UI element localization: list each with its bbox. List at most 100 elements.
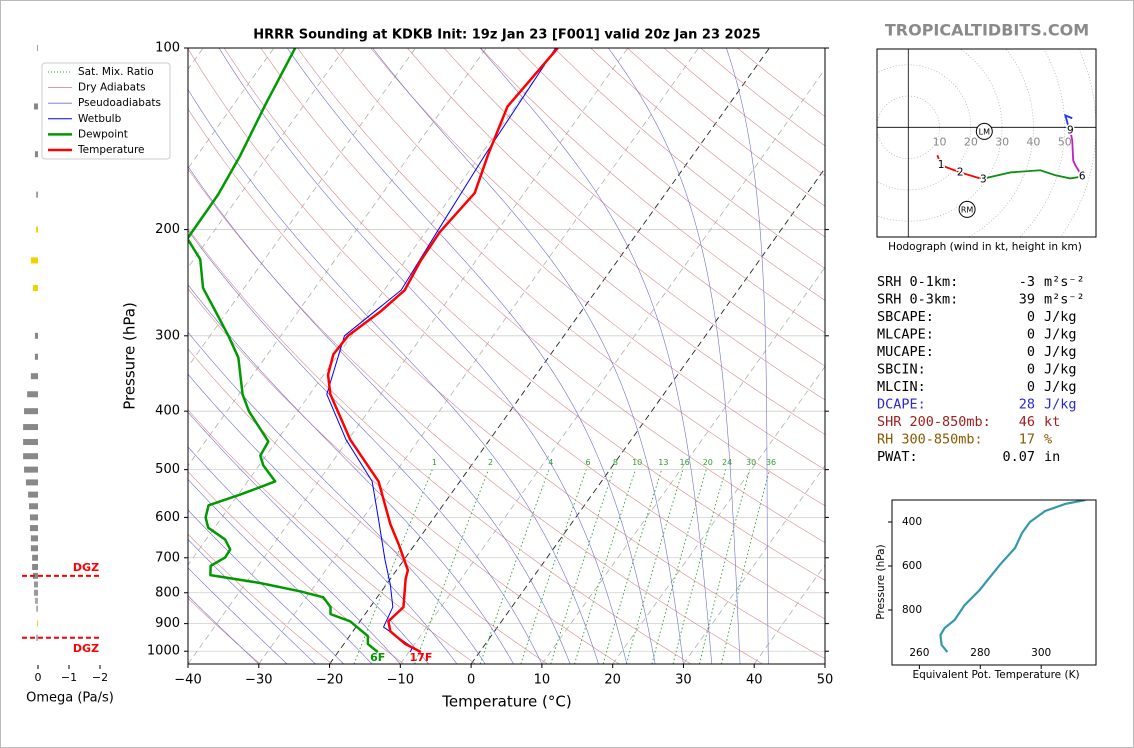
omega-bar: [30, 257, 38, 264]
pseudoadiabat: [286, 48, 656, 664]
pseudoadiabat: [188, 509, 344, 664]
parameter-unit: m²s⁻²: [1044, 292, 1085, 308]
pseudoadiabat: [188, 165, 571, 664]
parameter-label: SHR 200-850mb:: [877, 414, 991, 430]
y-tick-label: 100: [155, 41, 180, 56]
mixing-ratio-label: 4: [548, 458, 553, 467]
omega-bar: [34, 151, 38, 158]
hodograph-area: 10 20 30 40 50 12 3 6 9 LM RM: [877, 49, 1096, 237]
parameter-label: SBCAPE:: [877, 309, 934, 325]
dry-adiabat: [188, 288, 620, 664]
x-tick-label: 10: [534, 673, 551, 688]
theta-y-tick-label: 800: [902, 604, 922, 616]
legend-label: Pseudoadiabats: [78, 97, 161, 109]
omega-axis-label: Omega (Pa/s): [26, 691, 114, 706]
mixing-ratio-line: [602, 469, 663, 664]
pseudoadiabat: [188, 595, 259, 664]
hodograph-ring-label: 20: [964, 135, 978, 148]
y-tick-label: 200: [155, 222, 180, 237]
mixing-ratio-line: [699, 469, 751, 664]
parameter-unit: J/kg: [1044, 344, 1077, 360]
theta-e-line: [939, 500, 1086, 653]
parameter-unit: J/kg: [1044, 309, 1077, 325]
dry-adiabat: [297, 48, 825, 507]
omega-bar: [23, 439, 38, 446]
parameter-value: 39: [1019, 292, 1035, 308]
pseudoadiabat: [188, 331, 486, 664]
isotherm: [258, 48, 699, 664]
mixing-ratio-line: [520, 469, 587, 664]
omega-bar: [27, 391, 38, 398]
omega-bar: [37, 45, 38, 51]
parameter-unit: %: [1044, 432, 1052, 448]
omega-bar: [32, 563, 38, 570]
hodograph-trace: [936, 154, 984, 181]
parameter-value: 0: [1027, 379, 1035, 395]
hodograph-trace: [1069, 130, 1083, 177]
omega-bar: [23, 453, 38, 460]
omega-bar: [30, 545, 38, 552]
x-tick-label: 50: [817, 673, 834, 688]
parameter-unit: kt: [1044, 414, 1060, 430]
parameter-label: MLCAPE:: [877, 327, 934, 343]
sounding-line: [188, 48, 379, 653]
parameter-label: RH 300-850mb:: [877, 432, 983, 448]
omega-bar: [36, 191, 38, 198]
parameter-unit: J/kg: [1044, 327, 1077, 343]
x-tick-label: 40: [746, 673, 763, 688]
legend-label: Dewpoint: [78, 128, 128, 140]
theta-y-label: Pressure (hPa): [875, 544, 887, 619]
x-tick-label: −40: [174, 673, 201, 688]
legend-label: Sat. Mix. Ratio: [78, 66, 154, 78]
pseudoadiabat: [188, 538, 316, 664]
mixing-ratio-line: [550, 469, 615, 664]
parameter-label: SBCIN:: [877, 362, 926, 378]
parameter-unit: J/kg: [1044, 362, 1077, 378]
dry-adiabat: [517, 48, 825, 301]
y-tick-label: 500: [155, 462, 180, 477]
theta-y-tick-label: 400: [902, 516, 922, 528]
omega-bar: [29, 514, 38, 521]
isotherm: [188, 48, 346, 269]
omega-bar: [29, 525, 38, 532]
parameter-unit: J/kg: [1044, 379, 1077, 395]
storm-motion: [975, 122, 993, 140]
pseudoadiabat: [188, 478, 373, 664]
mixing-ratio-label: 6: [586, 458, 591, 467]
parameter-unit: in: [1044, 449, 1060, 465]
y-axis-label: Pressure (hPa): [121, 302, 139, 410]
dgz-label: DGZ: [73, 561, 99, 574]
parameter-value: -3: [1019, 274, 1035, 290]
theta-x-label: Equivalent Pot. Temperature (K): [912, 669, 1079, 681]
omega-bar: [33, 581, 38, 588]
storm-motion: [958, 200, 976, 218]
theta-x-tick-label: 300: [1031, 647, 1051, 659]
omega-bar: [34, 353, 38, 360]
parameter-label: SRH 0-1km:: [877, 274, 958, 290]
theta-x-tick-label: 260: [909, 647, 929, 659]
mixing-ratio-line: [414, 469, 489, 664]
hodograph-trace: [983, 169, 1083, 181]
sounding-line: [326, 48, 557, 653]
x-tick-label: 30: [675, 673, 692, 688]
omega-bar: [33, 572, 38, 579]
pseudoadiabat: [188, 567, 288, 664]
parameter-value: 0: [1027, 344, 1035, 360]
mixing-ratio-line: [651, 469, 707, 664]
y-tick-label: 800: [155, 585, 180, 600]
dry-adiabat: [223, 48, 825, 581]
parameter-unit: m²s⁻²: [1044, 274, 1085, 290]
dry-adiabat: [480, 48, 825, 334]
mixing-ratio-label: 16: [679, 458, 689, 467]
y-tick-label: 600: [155, 510, 180, 525]
omega-x-tick-label: −2: [92, 671, 108, 684]
parameter-value: 0: [1027, 327, 1035, 343]
theta-area: [939, 500, 1086, 653]
theta-frame: [891, 499, 1097, 666]
plot-area: 1 2 4 6 8 10 13 16 20 24 30 36: [188, 48, 825, 664]
hodograph-ring-label: 30: [995, 135, 1009, 148]
pseudoadiabat: [188, 411, 429, 664]
x-tick-label: 20: [604, 673, 621, 688]
sounding-line: [326, 48, 559, 654]
height-label: 1: [938, 159, 945, 171]
